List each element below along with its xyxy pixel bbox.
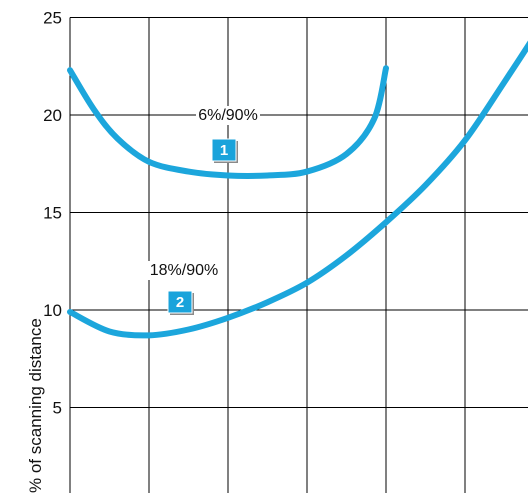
y-axis-label: % of scanning distance: [26, 318, 45, 493]
series-labels: 6%/90% 1 18%/90% 2: [148, 106, 261, 315]
series-label: 18%/90%: [150, 262, 219, 279]
y-tick-label: 20: [43, 106, 62, 125]
series-line-2: [70, 21, 528, 335]
grid: [70, 18, 528, 493]
y-tick-label: 5: [53, 399, 62, 418]
series-label: 6%/90%: [198, 107, 258, 124]
series-lines: [70, 21, 528, 335]
y-tick-label: 25: [43, 9, 62, 28]
y-tick-label: 10: [43, 301, 62, 320]
series-marker-number: 2: [176, 294, 184, 311]
series-marker-number: 1: [220, 142, 228, 159]
y-tick-label: 15: [43, 204, 62, 223]
y-tick-labels: 5 10 15 20 25: [43, 9, 62, 418]
